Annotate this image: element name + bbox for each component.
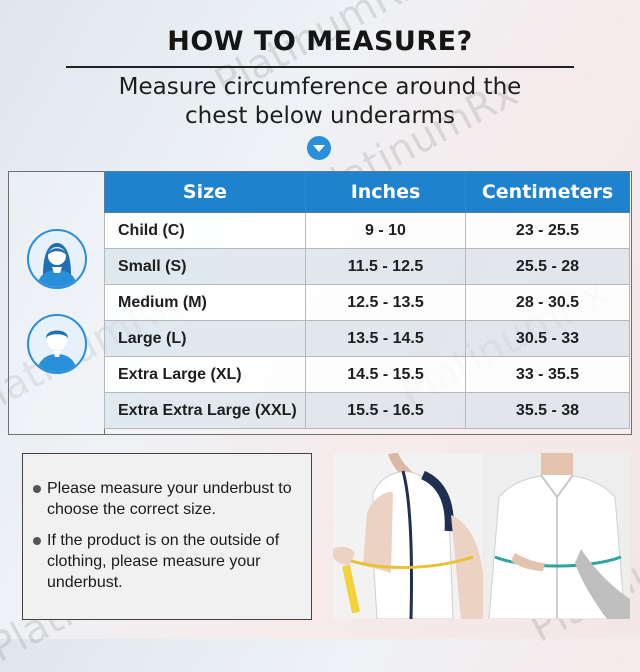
size-cell: Child (C) — [104, 212, 306, 249]
page-subtitle: Measure circumference around the chest b… — [0, 73, 640, 131]
avatar-column — [8, 171, 105, 435]
inches-cell: 9 - 10 — [305, 212, 466, 249]
table-row: Medium (M) 12.5 - 13.5 28 - 30.5 — [104, 284, 630, 321]
note-item: If the product is on the outside of clot… — [47, 530, 309, 593]
bullet-icon — [33, 485, 41, 493]
inches-cell: 11.5 - 12.5 — [305, 248, 466, 285]
size-chart-table: Size Inches Centimeters Child (C) 9 - 10… — [104, 171, 630, 429]
male-avatar-icon — [27, 314, 87, 374]
table-header-row: Size Inches Centimeters — [104, 171, 630, 213]
note-item: Please measure your underbust to choose … — [47, 478, 309, 520]
column-header-centimeters: Centimeters — [465, 171, 630, 213]
note-line: If the product is on the outside of — [47, 532, 280, 549]
man-measuring-photo — [485, 453, 630, 619]
column-header-size: Size — [104, 171, 306, 213]
note-line: Please measure your underbust to — [47, 480, 292, 497]
page-title: HOW TO MEASURE? — [167, 26, 473, 57]
size-cell: Medium (M) — [104, 284, 306, 321]
cm-cell: 23 - 25.5 — [465, 212, 630, 249]
cm-cell: 25.5 - 28 — [465, 248, 630, 285]
size-cell: Large (L) — [104, 320, 306, 357]
notes-box: Please measure your underbust to choose … — [22, 453, 312, 620]
cm-cell: 35.5 - 38 — [465, 392, 630, 429]
subtitle-line: chest below underarms — [185, 103, 455, 129]
table-row: Extra Large (XL) 14.5 - 15.5 33 - 35.5 — [104, 356, 630, 393]
inches-cell: 14.5 - 15.5 — [305, 356, 466, 393]
table-row: Large (L) 13.5 - 14.5 30.5 - 33 — [104, 320, 630, 357]
subtitle-line: Measure circumference around the — [118, 74, 522, 100]
note-line: choose the correct size. — [47, 501, 216, 518]
size-cell: Extra Large (XL) — [104, 356, 306, 393]
inches-cell: 12.5 - 13.5 — [305, 284, 466, 321]
woman-measuring-photo — [333, 453, 483, 619]
size-cell: Small (S) — [104, 248, 306, 285]
title-divider — [66, 66, 574, 68]
cm-cell: 30.5 - 33 — [465, 320, 630, 357]
female-avatar-icon — [27, 229, 87, 289]
note-line: underbust. — [47, 574, 123, 591]
cm-cell: 28 - 30.5 — [465, 284, 630, 321]
table-row: Child (C) 9 - 10 23 - 25.5 — [104, 212, 630, 249]
cm-cell: 33 - 35.5 — [465, 356, 630, 393]
table-row: Small (S) 11.5 - 12.5 25.5 - 28 — [104, 248, 630, 285]
inches-cell: 15.5 - 16.5 — [305, 392, 466, 429]
bullet-icon — [33, 537, 41, 545]
size-cell: Extra Extra Large (XXL) — [104, 392, 306, 429]
column-header-inches: Inches — [305, 171, 466, 213]
table-row: Extra Extra Large (XXL) 15.5 - 16.5 35.5… — [104, 392, 630, 429]
note-line: clothing, please measure your — [47, 553, 261, 570]
chevron-down-icon — [307, 136, 331, 160]
inches-cell: 13.5 - 14.5 — [305, 320, 466, 357]
